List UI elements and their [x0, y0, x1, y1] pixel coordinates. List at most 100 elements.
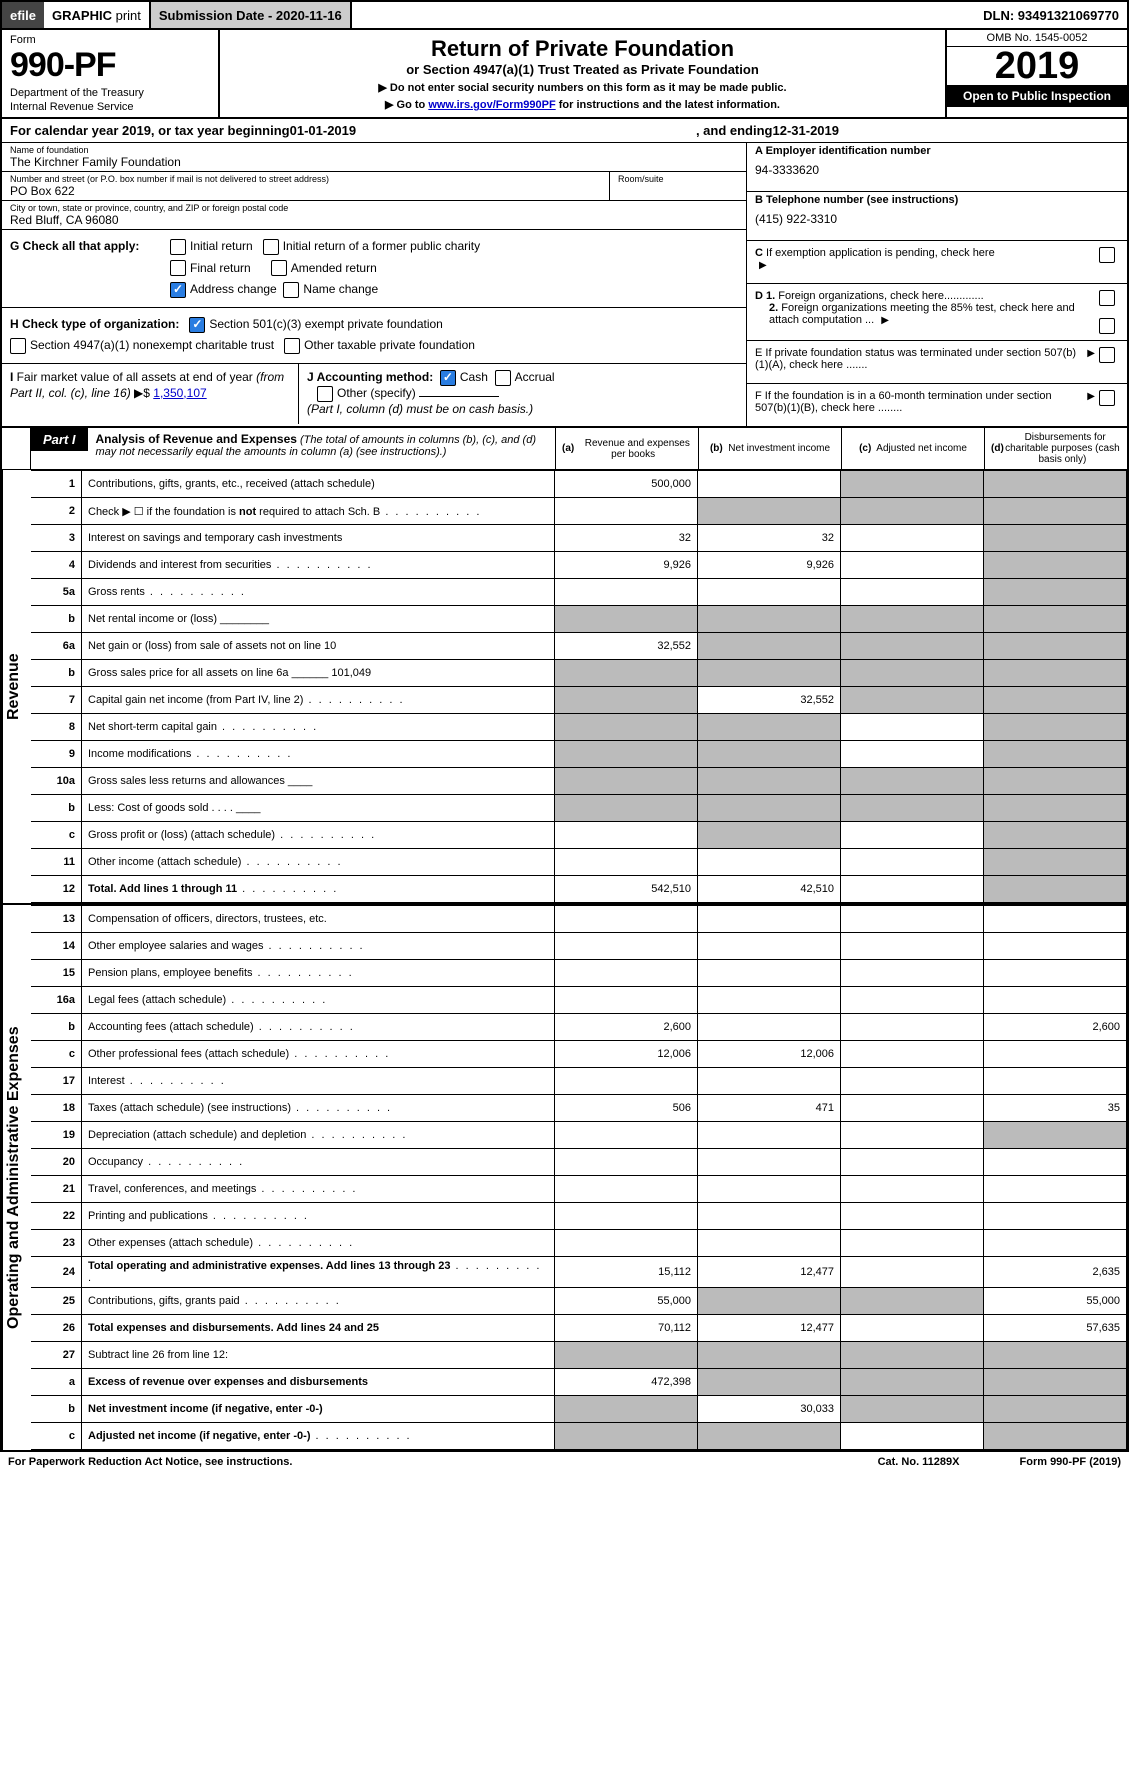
row-num: 24	[31, 1257, 82, 1288]
cell-grey	[698, 1423, 841, 1450]
chk-accrual[interactable]	[495, 370, 511, 386]
cell-grey	[984, 1423, 1127, 1450]
caly-end: 12-31-2019	[773, 123, 840, 138]
name-label: Name of foundation	[10, 145, 738, 155]
expenses-side-label: Operating and Administrative Expenses	[2, 905, 31, 1450]
chk-other-acct[interactable]	[317, 386, 333, 402]
chk-d2[interactable]	[1099, 318, 1115, 334]
row-desc: Travel, conferences, and meetings	[82, 1176, 555, 1203]
chk-final[interactable]	[170, 260, 186, 276]
row-desc: Dividends and interest from securities	[82, 552, 555, 579]
cell-grey	[698, 498, 841, 525]
row-num: 19	[31, 1122, 82, 1149]
row-num: a	[31, 1369, 82, 1396]
row-num: 4	[31, 552, 82, 579]
chk-other-taxable[interactable]	[284, 338, 300, 354]
cell-grey	[555, 660, 698, 687]
row-num: 9	[31, 741, 82, 768]
table-row: cAdjusted net income (if negative, enter…	[31, 1423, 1127, 1450]
cell-value	[841, 1423, 984, 1450]
cell-grey	[984, 471, 1127, 498]
col-b-head: (b) Net investment income	[699, 428, 842, 469]
chk-e[interactable]	[1099, 347, 1115, 363]
caly-mid: , and ending	[696, 123, 773, 138]
chk-amended[interactable]	[271, 260, 287, 276]
cell-value: 506	[555, 1095, 698, 1122]
form-subtitle: or Section 4947(a)(1) Trust Treated as P…	[226, 62, 939, 77]
cell-value	[555, 1203, 698, 1230]
chk-name-change[interactable]	[283, 282, 299, 298]
cell-grey	[555, 1342, 698, 1369]
section-g: G Check all that apply: Initial return I…	[2, 229, 746, 307]
row-num: 16a	[31, 987, 82, 1014]
table-row: 22Printing and publications	[31, 1203, 1127, 1230]
cell-value	[698, 1068, 841, 1095]
col-d-head: (d) Disbursements for charitable purpose…	[985, 428, 1127, 469]
form-container: efile GRAPHIC print Submission Date - 20…	[0, 0, 1129, 1452]
cell-value: 55,000	[555, 1288, 698, 1315]
form-label: Form	[10, 34, 210, 46]
cell-value: 472,398	[555, 1369, 698, 1396]
row-num: 7	[31, 687, 82, 714]
f-text: F If the foundation is in a 60-month ter…	[755, 390, 1083, 414]
row-num: 11	[31, 849, 82, 876]
cell-value	[841, 1014, 984, 1041]
chk-c[interactable]	[1099, 247, 1115, 263]
cell-grey	[555, 795, 698, 822]
chk-d1[interactable]	[1099, 290, 1115, 306]
chk-501c3[interactable]	[189, 317, 205, 333]
table-row: 2Check ▶ ☐ if the foundation is not requ…	[31, 498, 1127, 525]
cell-value	[841, 1203, 984, 1230]
chk-4947[interactable]	[10, 338, 26, 354]
opt-accrual: Accrual	[515, 370, 555, 384]
row-desc: Total expenses and disbursements. Add li…	[82, 1315, 555, 1342]
chk-cash[interactable]	[440, 370, 456, 386]
cell-value	[555, 1149, 698, 1176]
cell-value	[555, 906, 698, 933]
table-row: 5aGross rents	[31, 579, 1127, 606]
chk-f[interactable]	[1099, 390, 1115, 406]
graphic-label: GRAPHIC print	[44, 2, 149, 28]
chk-initial-former[interactable]	[263, 239, 279, 255]
cell-grey	[841, 1288, 984, 1315]
note2-pre: ▶ Go to	[385, 99, 428, 111]
cell-grey	[698, 714, 841, 741]
row-num: 21	[31, 1176, 82, 1203]
row-num: 27	[31, 1342, 82, 1369]
cell-value	[555, 960, 698, 987]
table-row: 9Income modifications	[31, 741, 1127, 768]
opt-final: Final return	[190, 261, 251, 275]
cell-grey	[841, 687, 984, 714]
row-num: b	[31, 660, 82, 687]
row-num: 8	[31, 714, 82, 741]
cell-grey	[984, 1122, 1127, 1149]
row-desc: Gross profit or (loss) (attach schedule)	[82, 822, 555, 849]
chk-initial-return[interactable]	[170, 239, 186, 255]
chk-address-change[interactable]	[170, 282, 186, 298]
row-num: 25	[31, 1288, 82, 1315]
row-desc: Compensation of officers, directors, tru…	[82, 906, 555, 933]
row-num: 20	[31, 1149, 82, 1176]
cell-grey	[984, 633, 1127, 660]
year-box: OMB No. 1545-0052 2019 Open to Public In…	[945, 30, 1127, 117]
table-row: cGross profit or (loss) (attach schedule…	[31, 822, 1127, 849]
row-num: 6a	[31, 633, 82, 660]
footer-right: Form 990-PF (2019)	[1020, 1456, 1122, 1468]
irs-link[interactable]: www.irs.gov/Form990PF	[428, 99, 555, 111]
expenses-table: 13Compensation of officers, directors, t…	[31, 905, 1127, 1450]
row-num: b	[31, 795, 82, 822]
row-num: 14	[31, 933, 82, 960]
cell-grey	[698, 606, 841, 633]
cell-grey	[841, 768, 984, 795]
table-row: bAccounting fees (attach schedule)2,6002…	[31, 1014, 1127, 1041]
cell-value	[698, 933, 841, 960]
table-row: 18Taxes (attach schedule) (see instructi…	[31, 1095, 1127, 1122]
cell-value	[698, 960, 841, 987]
row-num: b	[31, 1396, 82, 1423]
cell-grey	[555, 1423, 698, 1450]
cell-value	[555, 579, 698, 606]
table-row: 7Capital gain net income (from Part IV, …	[31, 687, 1127, 714]
table-row: 14Other employee salaries and wages	[31, 933, 1127, 960]
row-desc: Excess of revenue over expenses and disb…	[82, 1369, 555, 1396]
cell-value: 32,552	[555, 633, 698, 660]
